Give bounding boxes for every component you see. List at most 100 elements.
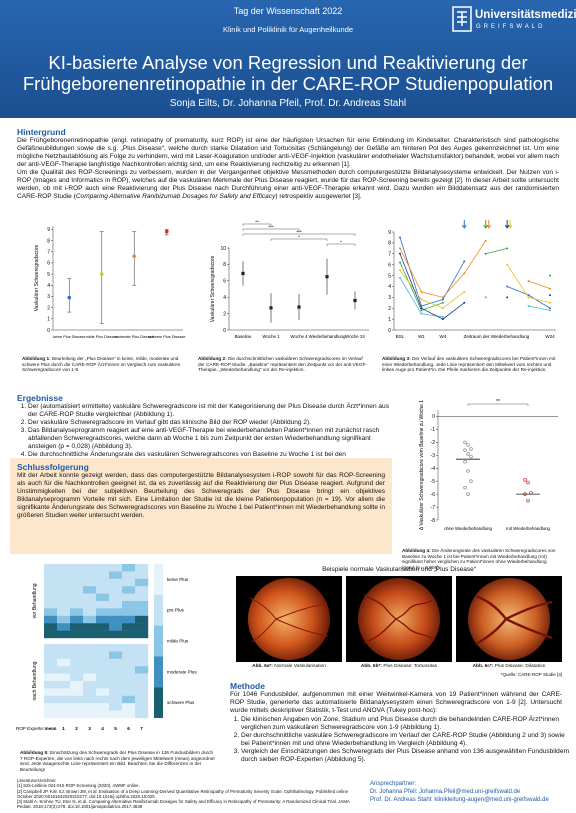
y-tick-label: 2 <box>388 306 391 312</box>
heatmap-cell <box>135 615 149 624</box>
heatmap-cell <box>70 601 84 609</box>
x-tick-label: ohne Wiederbehandlung <box>444 526 492 531</box>
point <box>466 469 470 473</box>
legend-swatch <box>154 564 163 595</box>
x-tick-label: W4 <box>439 334 446 339</box>
title-line: Frühgeborenenretinopathie in der CARE-RO… <box>22 73 554 94</box>
heatmap-cell <box>57 644 71 652</box>
y-tick-label: 6 <box>47 261 50 267</box>
heatmap-cell <box>122 571 136 579</box>
heatmap-cell <box>96 578 110 587</box>
y-tick-label: 5 <box>388 273 391 279</box>
expert-label: ROP Experte: <box>16 726 44 731</box>
heatmap-cell <box>135 658 149 667</box>
significance-label: * <box>340 240 342 245</box>
heatmap-cell <box>109 666 123 674</box>
x-tick-label: Baseline <box>235 334 252 339</box>
y-tick-label: -7 <box>431 505 436 511</box>
y-tick-label: 4 <box>388 284 391 290</box>
caption: Abbildung 3: Der Verlauf des vaskulären … <box>382 356 558 373</box>
point <box>463 272 466 275</box>
y-tick-label: 8 <box>388 241 391 247</box>
point <box>441 307 444 310</box>
reinjection-arrow <box>483 220 489 229</box>
heading: Schlussfolgerung <box>17 462 89 472</box>
heatmap-cell <box>135 703 149 711</box>
heatmap-cell <box>70 681 84 689</box>
caption-text: Beurteilung der „Plus Disease“ in keine,… <box>22 356 181 373</box>
paragraph: Mit der Arbeit konnte gezeigt werden, da… <box>17 472 385 519</box>
heatmap-cell <box>96 695 110 704</box>
legend-label: milde Plus <box>167 639 189 644</box>
figure-2: 0 2 4 6 8 10 Vaskulärer Schweregradscore Baseli… <box>210 220 369 339</box>
references: Literaturverzeichnis: [1] S2k-Leitlinie … <box>17 778 357 810</box>
paragraph: Für 1046 Fundusbilder, aufgenommen mit e… <box>230 691 562 714</box>
reinjection-arrow <box>504 220 510 229</box>
heatmap-cell <box>135 688 149 696</box>
heatmap-cell <box>57 578 71 587</box>
point <box>549 294 551 297</box>
caption: Abbildung 5: Einschätzung des Schweregra… <box>20 750 216 772</box>
heatmap-cell <box>109 571 123 579</box>
significance-label: *** <box>296 230 302 235</box>
title: KI-basierte Analyse von Regression und R… <box>0 52 576 94</box>
heatmap-cell <box>122 586 136 594</box>
heatmap-cell <box>109 688 123 696</box>
heatmap-cell <box>122 703 136 711</box>
heatmap-cell <box>83 703 97 711</box>
point <box>549 309 551 312</box>
logo-main: Universitätsmedizin <box>475 9 576 21</box>
heatmap-cell <box>44 658 58 667</box>
legend-label: schwere Plus <box>167 700 195 705</box>
heatmap-cell <box>70 571 84 579</box>
point <box>466 492 470 496</box>
x-tick-label: Woche 4 <box>290 334 308 339</box>
column-label: 1 <box>62 726 65 731</box>
column-label: 6 <box>127 726 130 731</box>
x-tick-label: mit Wiederbehandlung <box>506 526 550 531</box>
heatmap-cell <box>96 564 110 572</box>
heatmap-cell <box>122 695 136 704</box>
reference: [3] Stahl A, Krohne TU, Eter N, et al. C… <box>17 799 350 810</box>
point <box>484 252 487 255</box>
mean-point <box>67 295 72 300</box>
caption-text: Einschätzung des Schweregrads der Plus D… <box>20 750 215 772</box>
y-tick-label: -5 <box>431 479 436 485</box>
column-label: 4 <box>101 726 104 731</box>
heatmap-cell <box>70 673 84 682</box>
y-tick-label: 7 <box>47 249 50 255</box>
heatmap-cell <box>70 695 84 704</box>
contacts: Ansprechpartner: Dr. Johanna Pfeil: Joha… <box>370 780 570 804</box>
mean-point <box>353 298 357 303</box>
heatmap-cell <box>57 688 71 696</box>
clinic: Klinik und Poliklinik für Augenheilkunde <box>222 25 354 34</box>
y-tick-label: -1 <box>431 427 436 433</box>
logo-icon <box>452 6 472 32</box>
list-item: Der vaskuläre Schweregradscore im Verlau… <box>28 419 400 427</box>
heatmap-cell <box>122 564 136 572</box>
x-tick-label: W1 <box>418 334 425 339</box>
text: Um die Qualität des ROP-Screenings zu ve… <box>17 169 559 200</box>
point <box>420 309 423 312</box>
block-label: vor Behandlung <box>32 583 38 618</box>
heatmap-cell <box>70 710 84 719</box>
y-tick-label: 3 <box>47 294 50 300</box>
heatmap-cell <box>135 651 149 659</box>
point <box>506 296 509 299</box>
heatmap-cell <box>70 608 84 616</box>
line <box>399 240 551 298</box>
heatmap-cell <box>96 688 110 696</box>
heatmap-cell <box>44 630 58 639</box>
heatmap-cell <box>44 564 58 572</box>
heatmap-cell <box>44 710 58 719</box>
heatmap-cell <box>96 644 110 652</box>
point <box>469 479 473 483</box>
point <box>549 301 551 304</box>
significance-label: *** <box>268 225 274 230</box>
heatmap-cell <box>109 623 123 631</box>
reference: [1] S2k-Leitlinie 024-010 ROP-Screening … <box>17 783 140 789</box>
heatmap-cell <box>122 615 136 624</box>
heatmap-cell <box>83 673 97 682</box>
images-title: Beispiele normale Vaskularisation und „P… <box>322 566 476 573</box>
point <box>463 260 466 263</box>
